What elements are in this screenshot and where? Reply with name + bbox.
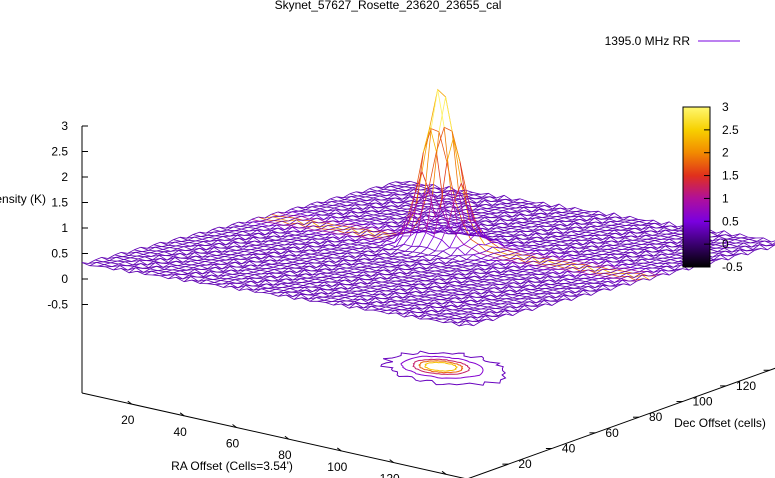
contour-line: [400, 355, 484, 379]
z-tick-label: 0.5: [51, 247, 68, 261]
mesh-row: [166, 241, 553, 306]
mesh-row: [225, 226, 611, 291]
y-tick-label: 40: [562, 441, 576, 455]
z-tick-label: 1: [61, 221, 68, 235]
mesh-row: [147, 246, 533, 311]
y-axis-label: Dec Offset (cells): [674, 416, 766, 430]
mesh-row: [179, 236, 566, 301]
chart-title: Skynet_57627_Rosette_23620_23655_cal: [275, 0, 502, 12]
mesh-row: [199, 231, 585, 296]
y-axis-line: [468, 367, 775, 478]
contour-line: [380, 350, 507, 386]
mesh-row: [284, 211, 670, 276]
mesh-row: [121, 252, 507, 317]
x-axis-label: RA Offset (Cells=3.54'): [171, 459, 293, 473]
colorbar-tick-label: 3: [722, 100, 729, 114]
legend-label: 1395.0 MHz RR: [605, 34, 691, 48]
x-axis-line: [81, 392, 465, 478]
mesh-row: [264, 88, 651, 281]
mesh-row: [81, 262, 468, 327]
mesh-row: [356, 191, 742, 256]
contour-base: [380, 350, 507, 386]
mesh-row: [303, 206, 690, 271]
colorbar-ticks: 3 2.5 2 1.5 1 0.5 0 -0.5: [704, 100, 743, 274]
z-tick-label: 2.5: [51, 145, 68, 159]
colorbar-tick-label: 1.5: [722, 169, 739, 183]
colorbar-tick-label: -0.5: [722, 260, 743, 274]
mesh-row: [218, 226, 605, 291]
colorbar-tick-label: 2: [722, 146, 729, 160]
z-axis-label: Intensity (K): [0, 192, 46, 206]
contour-line: [424, 361, 458, 372]
colorbar-tick-label: 1: [722, 191, 729, 205]
mesh-row: [101, 257, 487, 322]
axes-frame: [81, 126, 775, 478]
x-tick-label: 40: [173, 425, 187, 439]
x-tick-label: 20: [121, 413, 135, 427]
mesh-row: [186, 236, 572, 301]
mesh-row: [323, 201, 709, 266]
mesh-row: [336, 196, 722, 261]
mesh-row: [88, 261, 474, 327]
z-tick-label: 1.5: [51, 196, 68, 210]
x-tick-label: 60: [226, 437, 240, 451]
x-tick-label: 100: [327, 460, 347, 474]
mesh-row: [127, 251, 513, 316]
z-tick-label: 3: [61, 119, 68, 133]
y-tick-labels: 20406080100120140: [502, 369, 770, 471]
y-tick-label: 60: [605, 426, 619, 440]
mesh-row: [297, 206, 683, 271]
mesh-row: [238, 221, 624, 286]
colorbar-tick-label: 2.5: [722, 123, 739, 137]
y-tick-label: 120: [736, 379, 756, 393]
y-tick-label: 100: [693, 395, 713, 409]
mesh-row: [343, 196, 729, 261]
contour-line: [418, 360, 464, 374]
legend: 1395.0 MHz RR: [605, 34, 740, 48]
mesh-row: [245, 221, 631, 286]
x-tick-label: 120: [380, 472, 400, 478]
mesh-row: [140, 246, 526, 312]
x-tick-labels: 20406080100120140: [121, 400, 447, 478]
z-tick-labels: 3 2.5 2 1.5 1 0.5 0 -0.5: [47, 119, 88, 312]
z-tick-label: 0: [61, 272, 68, 286]
z-tick-label: -0.5: [47, 298, 68, 312]
colorbar: [682, 106, 711, 268]
mesh-row: [316, 201, 703, 266]
y-tick-label: 20: [518, 457, 532, 471]
z-tick-label: 2: [61, 170, 68, 184]
mesh-row: [258, 128, 644, 281]
y-tick-label: 80: [649, 410, 663, 424]
x-tick-label: 80: [278, 448, 292, 462]
colorbar-tick-label: 0: [722, 237, 729, 251]
surface-mesh: [81, 88, 775, 327]
mesh-row: [206, 231, 592, 296]
mesh-row: [108, 256, 494, 322]
colorbar-tick-label: 0.5: [722, 214, 739, 228]
mesh-row: [160, 241, 546, 306]
contour-line: [412, 358, 471, 375]
